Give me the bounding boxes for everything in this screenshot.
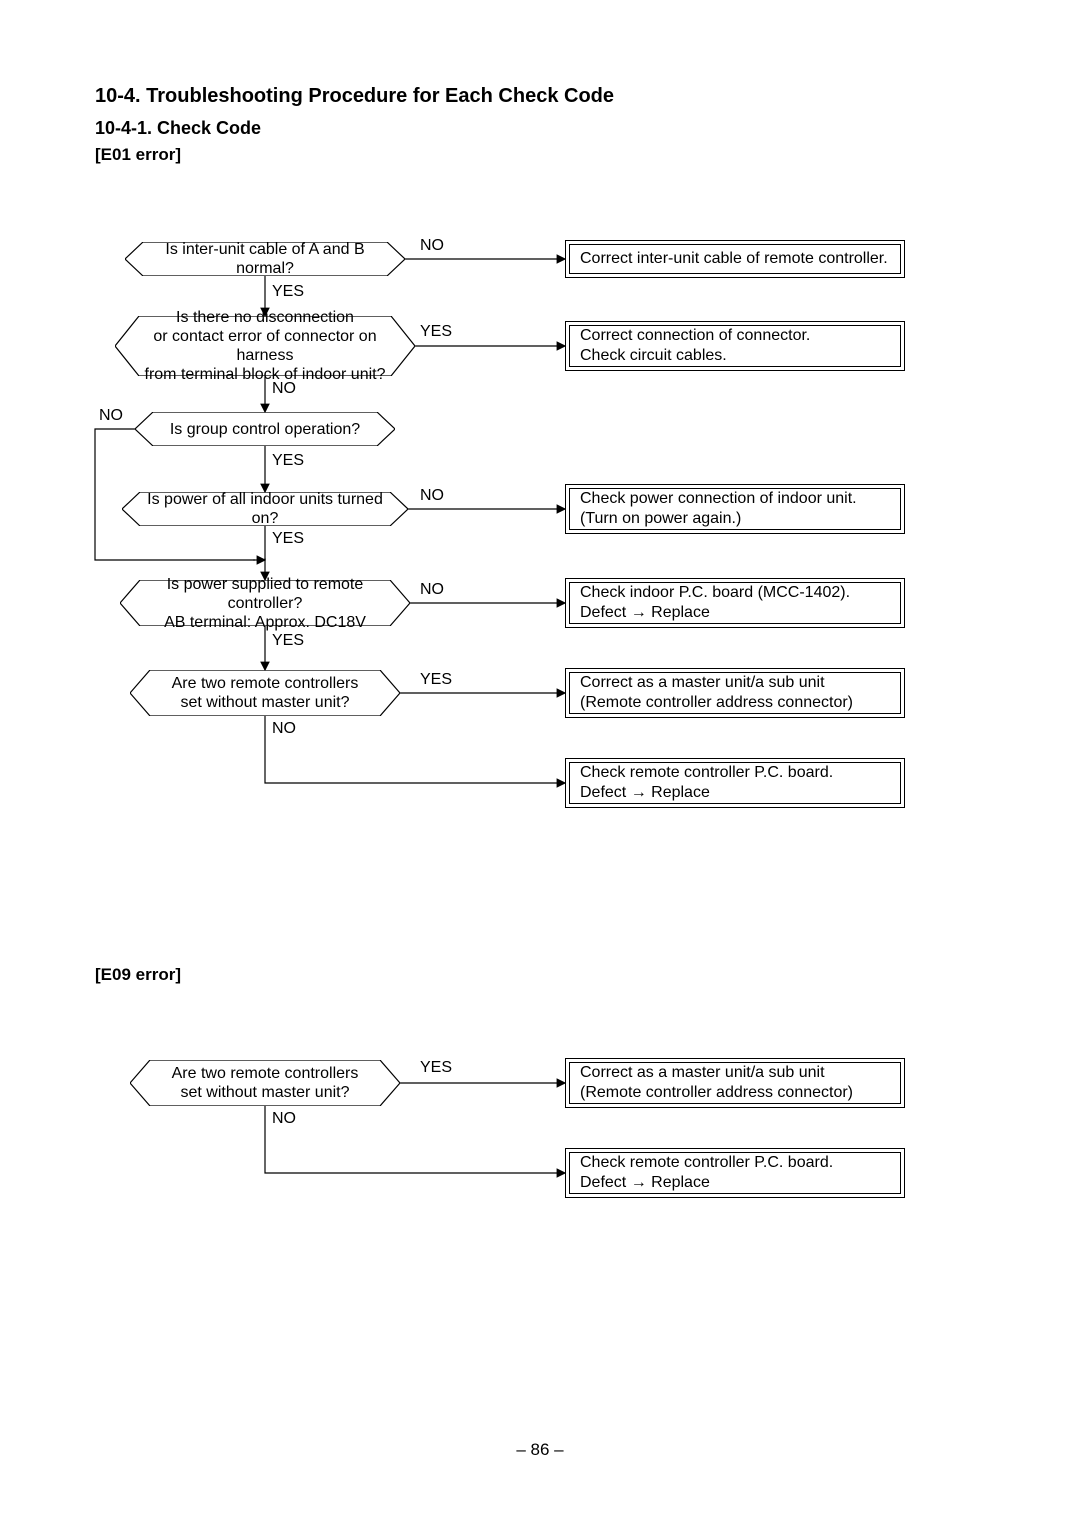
page-number: – 86 – <box>0 1440 1080 1460</box>
page: 10-4. Troubleshooting Procedure for Each… <box>0 0 1080 1525</box>
label-no: NO <box>272 1110 296 1128</box>
connectors-e09 <box>0 0 1080 1300</box>
label-yes: YES <box>420 1059 452 1077</box>
